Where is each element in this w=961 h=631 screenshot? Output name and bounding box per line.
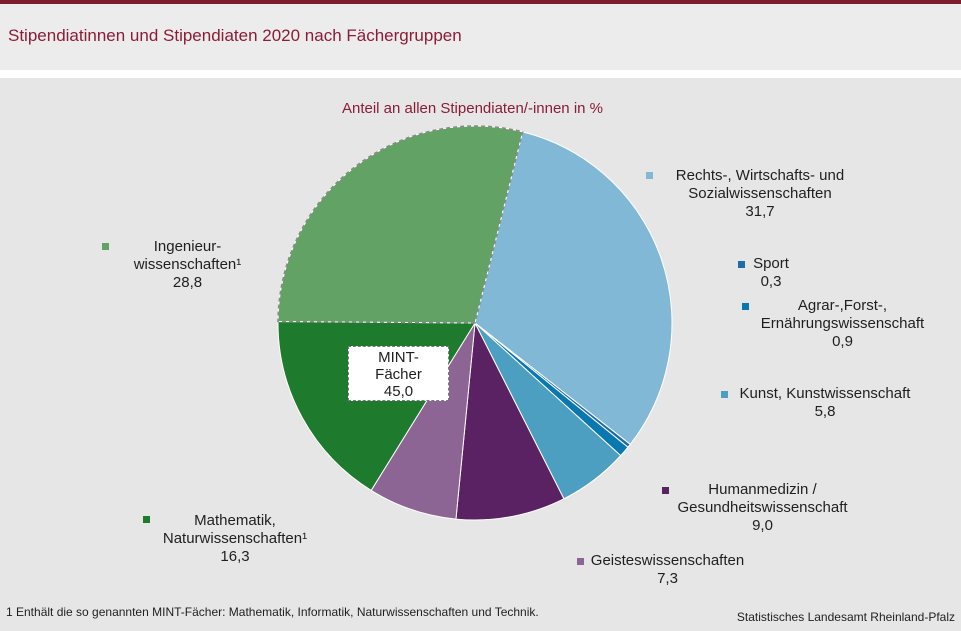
slice-label-7: Ingenieur-wissenschaften¹ 28,8 xyxy=(100,238,275,292)
slice-label-3: Kunst, Kunstwissenschaft 5,8 xyxy=(720,385,930,421)
legend-marker-6 xyxy=(143,516,150,523)
slice-value-label: 31,7 xyxy=(745,203,775,220)
legend-marker-7 xyxy=(102,243,109,250)
slice-value-label: 28,8 xyxy=(172,274,203,291)
slice-label-text: Naturwissenschaften¹ xyxy=(162,530,308,547)
legend-marker-1 xyxy=(738,261,745,268)
mint-group-value: 45,0 xyxy=(383,383,414,400)
slice-value-label: 0,3 xyxy=(760,273,782,290)
slice-value-label: 9,0 xyxy=(752,517,773,534)
slice-label-0: Rechts-, Wirtschafts- und Sozialwissensch… xyxy=(645,167,875,221)
chart-title: Stipendiatinnen und Stipendiaten 2020 na… xyxy=(8,26,462,45)
slice-value-label: 16,3 xyxy=(220,548,250,565)
mint-group-line-2: Fächer xyxy=(375,366,422,383)
slice-label-2: Agrar-,Forst-, Ernährungswissenschaft 0,9 xyxy=(750,297,935,351)
pie-slice-4 xyxy=(455,321,565,521)
slice-label-text: Ingenieur- xyxy=(153,238,222,255)
slice-label-text: Ernährungswissenschaft xyxy=(760,315,925,332)
slice-label-1: Sport 0,3 xyxy=(736,255,806,291)
legend-marker-5 xyxy=(577,558,584,565)
chart-subtitle: Anteil an allen Stipendiaten/-innen in % xyxy=(341,100,603,117)
slice-label-text: Geisteswissenschaften xyxy=(590,552,745,569)
header: Stipendiatinnen und Stipendiaten 2020 na… xyxy=(0,4,961,70)
slice-label-text: Humanmedizin / xyxy=(708,481,817,498)
slice-label-text: Rechts-, Wirtschafts- und xyxy=(675,167,845,184)
footnote: 1 Enthält die so genannten MINT-Fächer: … xyxy=(6,605,539,619)
slice-label-text: wissenschaften¹ xyxy=(133,256,242,273)
mint-group-label: MINT- Fächer 45,0 xyxy=(348,346,449,401)
slice-label-text: Mathematik, xyxy=(194,512,276,529)
legend-marker-0 xyxy=(646,172,653,179)
slice-label-text: Sport xyxy=(753,255,789,272)
header-separator xyxy=(0,70,961,78)
slice-label-text: Kunst, Kunstwissenschaft xyxy=(739,385,911,402)
top-accent-bar xyxy=(0,0,961,4)
slice-label-6: Mathematik, Naturwissenschaften¹ 16,3 xyxy=(140,512,330,566)
pie-slice-0 xyxy=(474,131,673,446)
legend-marker-3 xyxy=(721,391,728,398)
mint-group-line-1: MINT- xyxy=(378,349,419,366)
legend-marker-2 xyxy=(742,303,749,310)
slice-label-text: Sozialwissenschaften xyxy=(688,185,832,202)
slice-label-4: Humanmedizin / Gesundheitswissenschaft 9,0 xyxy=(660,481,865,535)
slice-label-5: Geisteswissenschaften 7,3 xyxy=(575,552,760,588)
slice-value-label: 0,9 xyxy=(832,333,853,350)
pie-chart xyxy=(277,125,673,521)
source-credit: Statistisches Landesamt Rheinland-Pfalz xyxy=(736,610,955,624)
ingenieur-slice-outline xyxy=(277,125,524,324)
slice-value-label: 7,3 xyxy=(657,570,678,587)
legend-marker-4 xyxy=(662,487,669,494)
slice-value-label: 5,8 xyxy=(814,403,836,420)
slice-label-text: Agrar-,Forst-, xyxy=(797,297,888,314)
slice-label-text: Gesundheitswissenschaft xyxy=(677,499,848,516)
